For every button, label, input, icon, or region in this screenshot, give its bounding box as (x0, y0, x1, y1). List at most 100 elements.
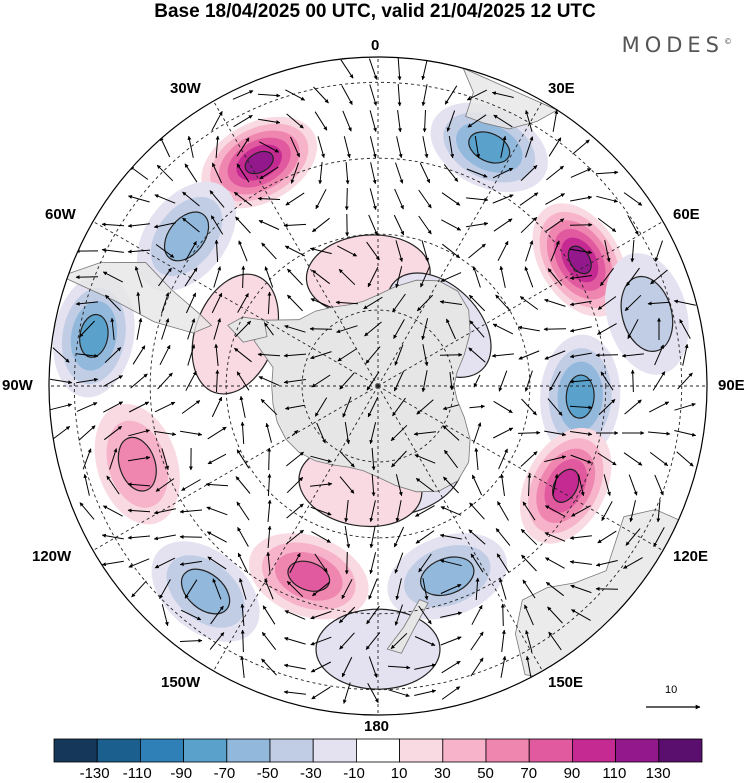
wind-vector (76, 377, 99, 384)
wind-vector (422, 109, 427, 133)
wind-vector (364, 321, 382, 337)
wind-vector (371, 447, 376, 471)
wind-vector (187, 135, 194, 158)
wind-vector (473, 374, 481, 388)
wind-vector (285, 192, 305, 206)
wind-vector (261, 658, 277, 676)
wind-vector (630, 369, 635, 393)
wind-vector (185, 292, 197, 314)
colorbar-swatch (269, 738, 314, 763)
colorbar-tick-label: 110 (602, 765, 627, 782)
wind-vector (626, 267, 640, 287)
anomaly-band (180, 568, 231, 615)
wind-vector (597, 323, 617, 335)
wind-vector (159, 136, 171, 158)
wind-vector (603, 474, 611, 496)
wind-vector (500, 603, 505, 627)
wind-vector (597, 530, 617, 544)
wind-vector (492, 167, 514, 179)
wind-vector (240, 629, 245, 653)
wind-vector (492, 427, 514, 439)
wind-vector (397, 83, 402, 107)
wind-vector (368, 58, 378, 80)
wind-vector (102, 505, 123, 517)
wind-vector (544, 455, 567, 463)
wind-vector (440, 584, 462, 594)
wind-vector (448, 136, 455, 159)
colorbar-tick-label: -30 (300, 765, 322, 782)
lon-label-120e: 120E (673, 548, 709, 565)
wind-vector (261, 242, 277, 260)
wind-vector (598, 399, 616, 415)
wind-vector (106, 475, 120, 495)
colorbar-swatch (485, 738, 530, 763)
wind-vector (75, 301, 98, 306)
wind-vector (544, 298, 566, 307)
wind-vector (157, 372, 173, 390)
wind-vector (339, 632, 355, 650)
wind-vector (161, 292, 170, 314)
wind-vector (136, 317, 143, 340)
wind-vector (284, 610, 306, 620)
wind-vector (283, 663, 306, 670)
wind-vector (286, 580, 304, 598)
wind-vector (493, 114, 513, 128)
wind-vector (365, 346, 381, 364)
wind-vector (595, 170, 619, 175)
wind-vector (76, 353, 99, 358)
wind-vector (310, 351, 332, 360)
wind-vector (394, 552, 404, 574)
wind-vector (570, 454, 592, 464)
anomaly-center-8 (151, 541, 260, 642)
wind-vector (289, 552, 301, 574)
wind-vector (654, 240, 663, 262)
wind-vector (128, 558, 150, 568)
wind-vector (421, 240, 429, 262)
wind-vector (161, 318, 170, 340)
wind-vector (153, 222, 176, 229)
wind-vector (316, 422, 326, 444)
colorbar-swatch (572, 738, 617, 763)
wind-vector (264, 578, 274, 600)
wind-vector (596, 195, 619, 203)
wind-vector (439, 533, 462, 540)
wind-vector (102, 271, 124, 283)
wind-vector (492, 323, 514, 335)
wind-vector (650, 269, 668, 285)
colorbar-swatch (312, 738, 357, 763)
wind-vector (341, 656, 353, 678)
meridian (377, 385, 664, 551)
wind-vector (310, 661, 332, 673)
colorbar-swatch (226, 738, 271, 763)
wind-vector (214, 343, 219, 366)
wind-vector (623, 557, 643, 569)
wind-vector (393, 319, 405, 339)
wind-vector (495, 294, 511, 312)
wind-vector (473, 422, 482, 444)
wind-vector (421, 318, 429, 341)
wind-vector (258, 118, 281, 125)
wind-vector (187, 344, 196, 366)
wind-vector (311, 686, 331, 700)
wind-vector (392, 397, 406, 417)
wind-vector (236, 501, 250, 521)
wind-vector (240, 655, 245, 678)
wind-vector (679, 319, 691, 339)
colorbar-swatch (615, 738, 660, 763)
wind-vector (310, 455, 332, 463)
wind-vector (128, 455, 151, 462)
map-disc (49, 57, 707, 715)
wind-vector (416, 294, 434, 312)
wind-vector (498, 448, 508, 470)
wind-vector (595, 353, 619, 358)
wind-vector (206, 506, 228, 516)
wind-vector (235, 476, 251, 494)
lon-label-60w: 60W (45, 206, 76, 223)
meridian (213, 100, 379, 387)
anomaly-band (287, 560, 331, 592)
wind-vector (213, 318, 222, 340)
wind-vector (344, 187, 349, 211)
wind-vector (267, 525, 272, 549)
wind-vector (344, 526, 351, 549)
wind-vector (419, 162, 431, 184)
